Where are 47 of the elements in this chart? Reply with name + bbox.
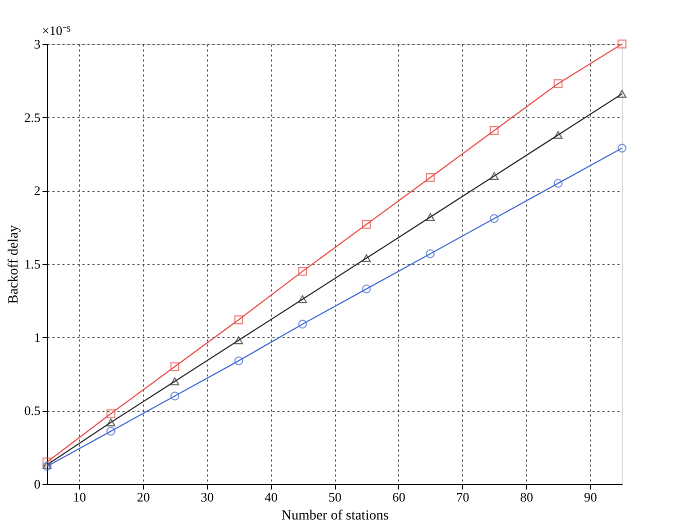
point [618, 40, 626, 48]
point [298, 295, 308, 304]
point [362, 220, 371, 229]
x-tick-label: 40 [264, 490, 278, 504]
y-tick-label: 2 [34, 183, 40, 198]
point [106, 426, 116, 436]
text: ×10⁻⁵ [42, 23, 71, 38]
point [234, 356, 244, 366]
y-tick-label: 1.5 [24, 256, 40, 272]
point [426, 249, 435, 258]
point [618, 90, 626, 98]
y-tick-label: 3 [34, 36, 40, 52]
point [426, 172, 435, 182]
point [554, 79, 563, 88]
point [362, 254, 371, 262]
point [42, 458, 52, 466]
point [234, 336, 244, 344]
point [170, 362, 180, 372]
x-axis-title: Number of stations [281, 508, 389, 524]
point [298, 266, 308, 276]
point [490, 126, 499, 136]
point [106, 409, 116, 418]
point [554, 178, 563, 188]
x-tick-label: 80 [520, 490, 534, 504]
point [234, 315, 244, 324]
point [490, 172, 499, 180]
x-tick-label: 60 [392, 490, 406, 504]
x-tick-label: 20 [136, 490, 150, 504]
y-tick-label: 2.5 [24, 110, 40, 125]
point [554, 130, 563, 139]
x-tick-label: 50 [328, 490, 342, 504]
x-tick-label: 90 [584, 490, 598, 504]
y-axis-title: Backoff delay [6, 225, 22, 304]
point [362, 284, 371, 294]
x-tick-label: 30 [200, 490, 214, 504]
point [170, 392, 180, 400]
y-tick-label: 0.5 [24, 403, 40, 418]
point [490, 214, 499, 223]
point [106, 418, 116, 426]
point [618, 144, 626, 153]
point [426, 213, 435, 222]
point [170, 377, 180, 386]
x-tick-label: 70 [456, 490, 470, 504]
y-tick-label: 1 [34, 330, 40, 345]
y-tick-label: 0 [34, 476, 40, 492]
point [298, 320, 308, 329]
x-tick-label: 10 [72, 490, 86, 504]
